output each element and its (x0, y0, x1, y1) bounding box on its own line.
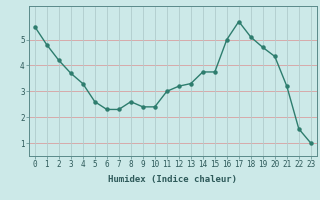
X-axis label: Humidex (Indice chaleur): Humidex (Indice chaleur) (108, 175, 237, 184)
